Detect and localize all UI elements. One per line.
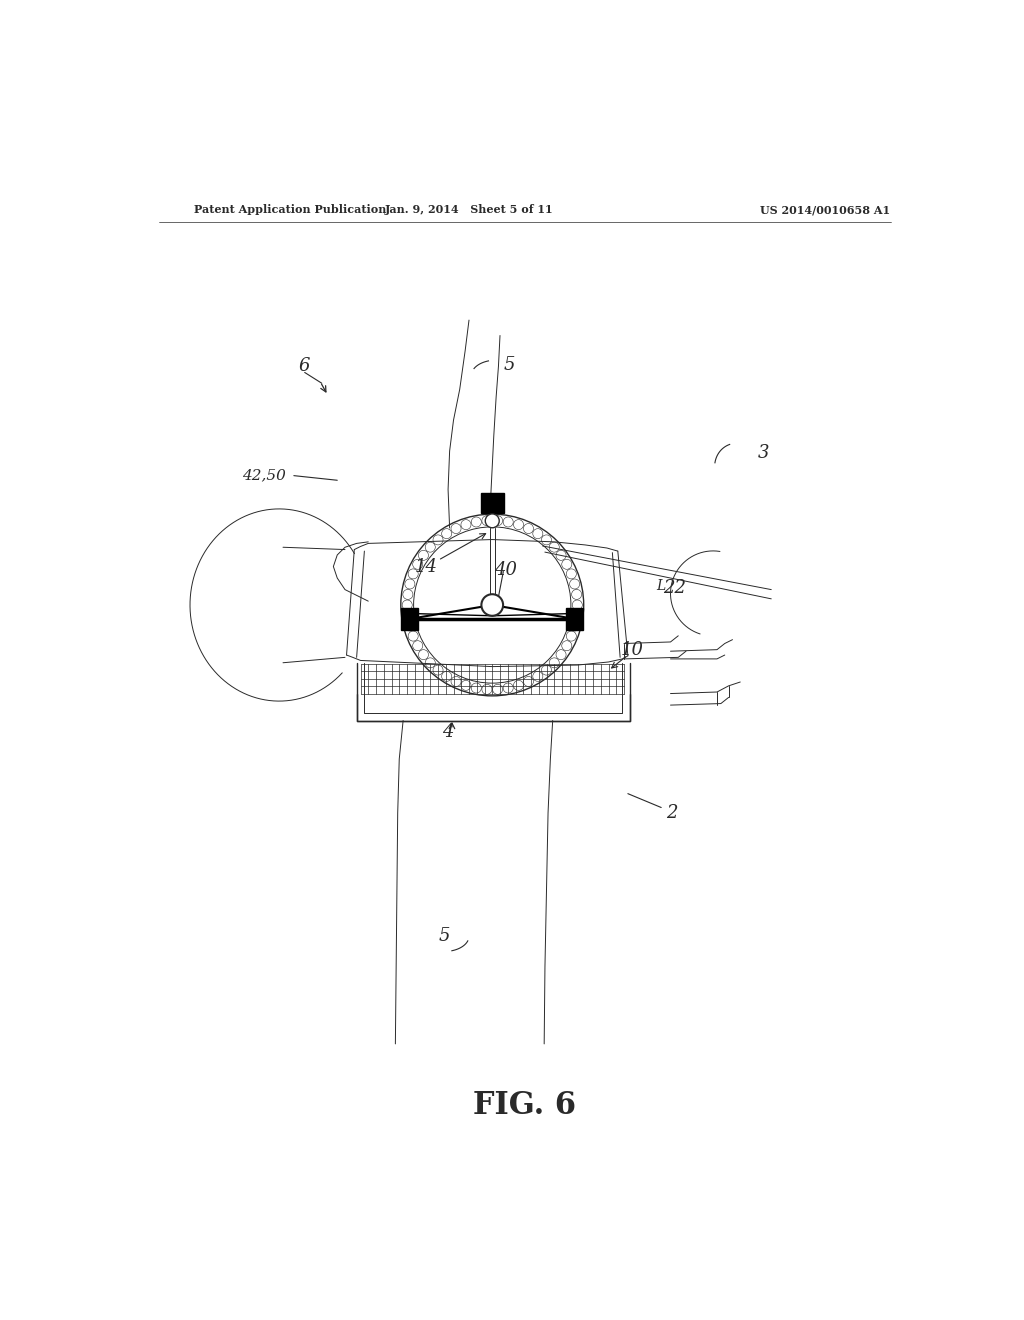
Text: 10: 10 [621, 640, 643, 659]
Text: 5: 5 [438, 927, 450, 945]
Text: L: L [656, 578, 666, 593]
Circle shape [485, 513, 500, 528]
Text: 6: 6 [299, 358, 310, 375]
Text: FIG. 6: FIG. 6 [473, 1090, 577, 1121]
Text: 5: 5 [504, 356, 515, 374]
Bar [566, 609, 583, 630]
Bar [401, 609, 419, 630]
Text: 2: 2 [667, 804, 678, 822]
Text: 40: 40 [494, 561, 517, 579]
Text: 3: 3 [758, 444, 769, 462]
Bar [480, 494, 504, 513]
Text: 42,50: 42,50 [242, 469, 286, 483]
Text: Jan. 9, 2014   Sheet 5 of 11: Jan. 9, 2014 Sheet 5 of 11 [385, 205, 553, 215]
Text: 4: 4 [441, 723, 453, 741]
Text: US 2014/0010658 A1: US 2014/0010658 A1 [761, 205, 891, 215]
Text: 14: 14 [415, 557, 438, 576]
Text: 22: 22 [663, 579, 686, 597]
Text: Patent Application Publication: Patent Application Publication [194, 205, 386, 215]
Circle shape [481, 594, 503, 615]
